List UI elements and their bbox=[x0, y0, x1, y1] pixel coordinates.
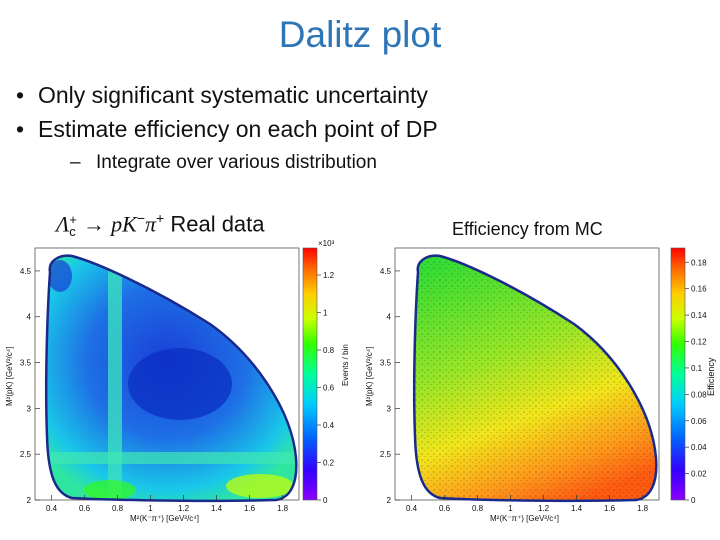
right-z-tick-label: 0.06 bbox=[691, 417, 707, 426]
left-dalitz-plot: 0.4 0.6 0.8 1 1.2 1.4 1.6 1.8 2 2.5 3 3.5 4 4.5 M²(K… bbox=[5, 239, 350, 523]
slide-title: Dalitz plot bbox=[278, 14, 442, 55]
bullet-text: Only significant systematic uncertainty bbox=[38, 82, 428, 108]
left-z-tick-label: 0.8 bbox=[323, 346, 335, 355]
right-dalitz-boundary bbox=[412, 254, 658, 503]
right-z-tick-label: 0.02 bbox=[691, 470, 707, 479]
right-plot-title: Efficiency from MC bbox=[452, 219, 603, 239]
right-dalitz-plot: 0.4 0.6 0.8 1 1.2 1.4 1.6 1.8 2 2.5 3 3.5 4 4.5 M²(K… bbox=[365, 247, 716, 523]
left-plot-title: Λ + c → pK−π+ Real data bbox=[56, 210, 265, 238]
left-dalitz-boundary bbox=[44, 254, 298, 503]
right-x-tick-label: 1 bbox=[508, 504, 513, 513]
right-x-tick-label: 0.8 bbox=[472, 504, 484, 513]
dash-icon: – bbox=[70, 152, 81, 173]
right-x-tick-label: 1.8 bbox=[637, 504, 649, 513]
left-z-tick-label: 1.2 bbox=[323, 271, 335, 280]
right-x-tick-label: 1.6 bbox=[604, 504, 616, 513]
right-y-tick-label: 3.5 bbox=[380, 359, 392, 368]
right-z-tick-label: 0.12 bbox=[691, 338, 707, 347]
lambda-symbol: Λ bbox=[56, 211, 70, 237]
left-y-tick-label: 2.5 bbox=[20, 450, 32, 459]
left-x-tick-label: 0.4 bbox=[46, 504, 58, 513]
arrow-symbol: → bbox=[76, 211, 112, 237]
left-z-axis: 0 0.2 0.4 0.6 0.8 1 1.2 bbox=[317, 271, 335, 505]
bullet-text: Estimate efficiency on each point of DP bbox=[38, 116, 438, 142]
left-y-tick-label: 2 bbox=[27, 496, 32, 505]
left-y-tick-label: 3.5 bbox=[20, 359, 32, 368]
right-z-tick-label: 0.18 bbox=[691, 258, 707, 267]
right-z-tick-label: 0.04 bbox=[691, 443, 707, 452]
right-z-tick-label: 0.16 bbox=[691, 285, 707, 294]
left-y-tick-label: 4 bbox=[27, 313, 32, 322]
left-y-tick-label: 3 bbox=[27, 404, 32, 413]
right-z-axis: 0 0.02 0.04 0.06 0.08 0.1 0.12 0.14 0.16 0.18 bbox=[685, 258, 707, 505]
left-x-tick-label: 1.6 bbox=[244, 504, 256, 513]
right-x-tick-label: 0.4 bbox=[406, 504, 418, 513]
right-y-tick-label: 4.5 bbox=[380, 267, 392, 276]
bullet-item: • Only significant systematic uncertainty bbox=[16, 78, 438, 112]
left-x-tick-label: 0.8 bbox=[112, 504, 124, 513]
left-x-tick-label: 1.8 bbox=[277, 504, 289, 513]
sub-bullet-text: Integrate over various distribution bbox=[96, 152, 377, 173]
right-x-tick-label: 1.2 bbox=[538, 504, 550, 513]
right-x-axis: 0.4 0.6 0.8 1 1.2 1.4 1.6 1.8 bbox=[406, 495, 649, 513]
left-x-axis: 0.4 0.6 0.8 1 1.2 1.4 1.6 1.8 bbox=[46, 495, 289, 513]
bullet-dot-icon: • bbox=[16, 116, 25, 142]
lambda-subscript: c bbox=[69, 223, 76, 239]
pi-superscript: + bbox=[156, 210, 165, 226]
right-y-tick-label: 4 bbox=[387, 313, 392, 322]
right-y-tick-label: 2.5 bbox=[380, 450, 392, 459]
right-y-tick-label: 3 bbox=[387, 404, 392, 413]
left-z-exponent: ×10³ bbox=[318, 239, 335, 248]
left-z-axis-label: Events / bin bbox=[341, 344, 350, 386]
left-z-tick-label: 0.6 bbox=[323, 384, 335, 393]
left-z-tick-label: 0.4 bbox=[323, 421, 335, 430]
left-x-tick-label: 1.4 bbox=[211, 504, 223, 513]
bullet-dot-icon: • bbox=[16, 82, 25, 108]
right-x-tick-label: 1.4 bbox=[571, 504, 583, 513]
real-data-label: Real data bbox=[164, 211, 265, 237]
left-z-tick-label: 1 bbox=[323, 309, 328, 318]
right-x-tick-label: 0.6 bbox=[439, 504, 451, 513]
lambda-superscript: + bbox=[69, 211, 77, 227]
right-y-axis-label: M²(pK) [GeV²/c⁴] bbox=[365, 347, 374, 406]
pk-symbol: pK bbox=[111, 211, 137, 237]
right-z-tick-label: 0.1 bbox=[691, 364, 703, 373]
right-color-bar bbox=[670, 247, 686, 501]
left-z-tick-label: 0.2 bbox=[323, 459, 335, 468]
left-x-tick-label: 0.6 bbox=[79, 504, 91, 513]
k-superscript: − bbox=[136, 210, 145, 226]
right-y-axis: 2 2.5 3 3.5 4 4.5 bbox=[380, 267, 400, 505]
left-y-axis: 2 2.5 3 3.5 4 4.5 bbox=[20, 267, 40, 505]
left-z-tick-label: 0 bbox=[323, 496, 328, 505]
pi-symbol: π bbox=[145, 211, 157, 237]
bullet-item: • Estimate efficiency on each point of DP bbox=[16, 112, 438, 146]
bullet-list: • Only significant systematic uncertainty… bbox=[16, 78, 438, 146]
right-z-tick-label: 0.08 bbox=[691, 390, 707, 399]
sub-bullet: – Integrate over various distribution bbox=[70, 152, 377, 174]
left-x-tick-label: 1.2 bbox=[178, 504, 190, 513]
left-x-axis-label: M²(K⁻π⁺) [GeV²/c⁴] bbox=[130, 514, 199, 523]
right-z-axis-label: Efficiency bbox=[706, 357, 716, 396]
right-z-tick-label: 0.14 bbox=[691, 311, 707, 320]
right-z-tick-label: 0 bbox=[691, 496, 696, 505]
left-y-tick-label: 4.5 bbox=[20, 267, 32, 276]
left-color-bar bbox=[302, 247, 318, 501]
left-x-tick-label: 1 bbox=[148, 504, 153, 513]
left-y-axis-label: M²(pK) [GeV²/c⁴] bbox=[5, 347, 14, 406]
right-y-tick-label: 2 bbox=[387, 496, 392, 505]
right-x-axis-label: M²(K⁻π⁺) [GeV²/c⁴] bbox=[490, 514, 559, 523]
